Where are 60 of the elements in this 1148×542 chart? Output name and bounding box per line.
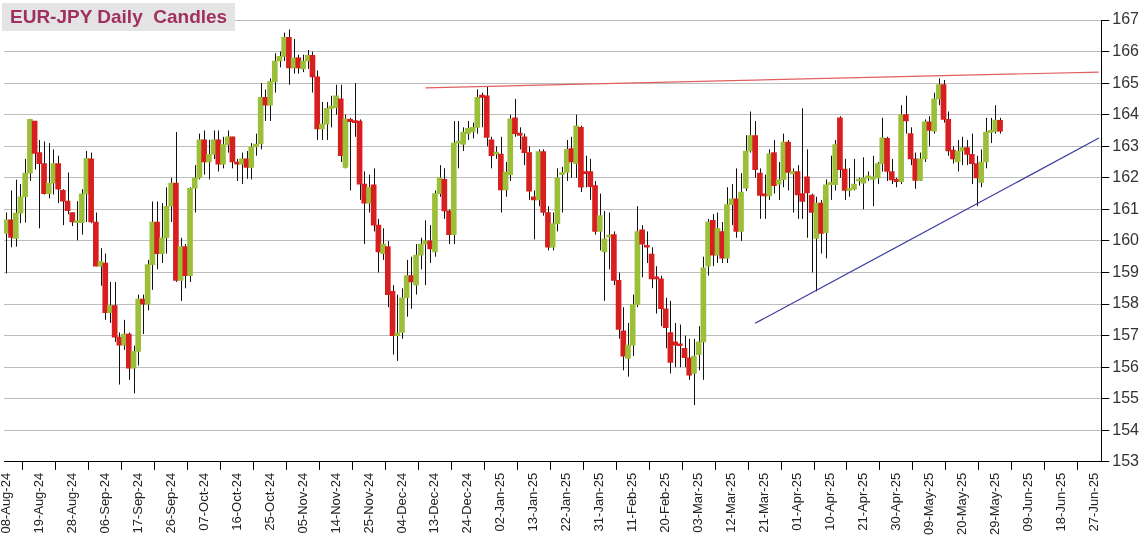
y-tick-label: 166 (1112, 41, 1140, 59)
y-tick-label: 158 (1112, 294, 1140, 312)
y-tick-label: 153 (1112, 452, 1140, 470)
candlestick (691, 338, 697, 406)
x-tick-label: 10-Apr-25 (822, 472, 838, 531)
y-tick-label: 162 (1112, 168, 1140, 186)
chart-title: EUR-JPY Daily Candles (2, 3, 236, 31)
x-tick-label: 04-Dec-24 (393, 472, 409, 534)
candlestick (201, 129, 207, 176)
x-tick-label: 12-Mar-25 (723, 472, 739, 533)
candlestick (220, 136, 226, 169)
x-tick-label: 01-Apr-25 (789, 472, 805, 531)
y-tick-label: 159 (1112, 262, 1140, 280)
x-tick-label: 25-Oct-24 (261, 472, 277, 531)
y-tick-label: 154 (1112, 420, 1140, 438)
candlestick (394, 294, 401, 362)
candlestick (206, 139, 212, 180)
x-tick-label: 11-Feb-25 (624, 472, 640, 532)
x-tick-label: 27-Jun-25 (1085, 472, 1101, 532)
x-tick-label: 25-Nov-24 (360, 472, 376, 534)
x-tick-label: 06-Sep-24 (96, 472, 112, 534)
x-tick-label: 26-Sep-24 (162, 472, 178, 534)
x-tick-label: 24-Dec-24 (459, 472, 475, 534)
x-tick-label: 30-Apr-25 (888, 472, 904, 531)
x-tick-label: 07-Oct-24 (195, 472, 211, 531)
x-tick-label: 09-May-25 (920, 472, 936, 535)
y-tick-label: 163 (1112, 136, 1140, 154)
candlestick (676, 324, 683, 368)
x-tick-label: 19-Aug-24 (30, 472, 46, 534)
x-tick-label: 14-Nov-24 (327, 472, 343, 534)
x-tick-label: 18-Jun-25 (1052, 472, 1068, 532)
x-tick-label: 03-Mar-25 (690, 472, 706, 533)
x-tick-label: 09-Jun-25 (1019, 472, 1035, 532)
x-tick-label: 29-May-25 (986, 472, 1002, 535)
x-tick-label: 13-Jan-25 (525, 472, 541, 532)
y-tick-label: 156 (1112, 357, 1140, 375)
x-tick-label: 13-Dec-24 (426, 472, 442, 534)
x-tick-label: 31-Jan-25 (591, 472, 607, 532)
x-tick-label: 22-Jan-25 (558, 472, 574, 532)
y-tick-label: 165 (1112, 73, 1140, 91)
x-tick-label: 02-Jan-25 (492, 472, 508, 532)
y-tick-label: 157 (1112, 326, 1140, 344)
x-tick-label: 05-Nov-24 (294, 472, 310, 534)
x-tick-label: 21-Mar-25 (756, 472, 772, 533)
x-tick-label: 08-Aug-24 (0, 472, 13, 534)
x-tick-label: 20-May-25 (953, 472, 969, 535)
x-tick-label: 20-Feb-25 (657, 472, 673, 533)
y-tick-label: 164 (1112, 105, 1140, 123)
y-tick-label: 155 (1112, 389, 1140, 407)
y-tick-label: 160 (1112, 231, 1140, 249)
y-tick-label: 161 (1112, 199, 1140, 217)
x-tick-label: 16-Oct-24 (228, 472, 244, 531)
x-tick-label: 17-Sep-24 (129, 472, 145, 534)
x-tick-label: 28-Aug-24 (63, 472, 79, 534)
candlestick (107, 281, 113, 324)
y-tick-label: 167 (1112, 10, 1140, 28)
candlestick (968, 133, 975, 185)
candlestick (319, 101, 325, 141)
candlestick (248, 142, 255, 180)
x-tick-label: 21-Apr-25 (855, 472, 871, 531)
